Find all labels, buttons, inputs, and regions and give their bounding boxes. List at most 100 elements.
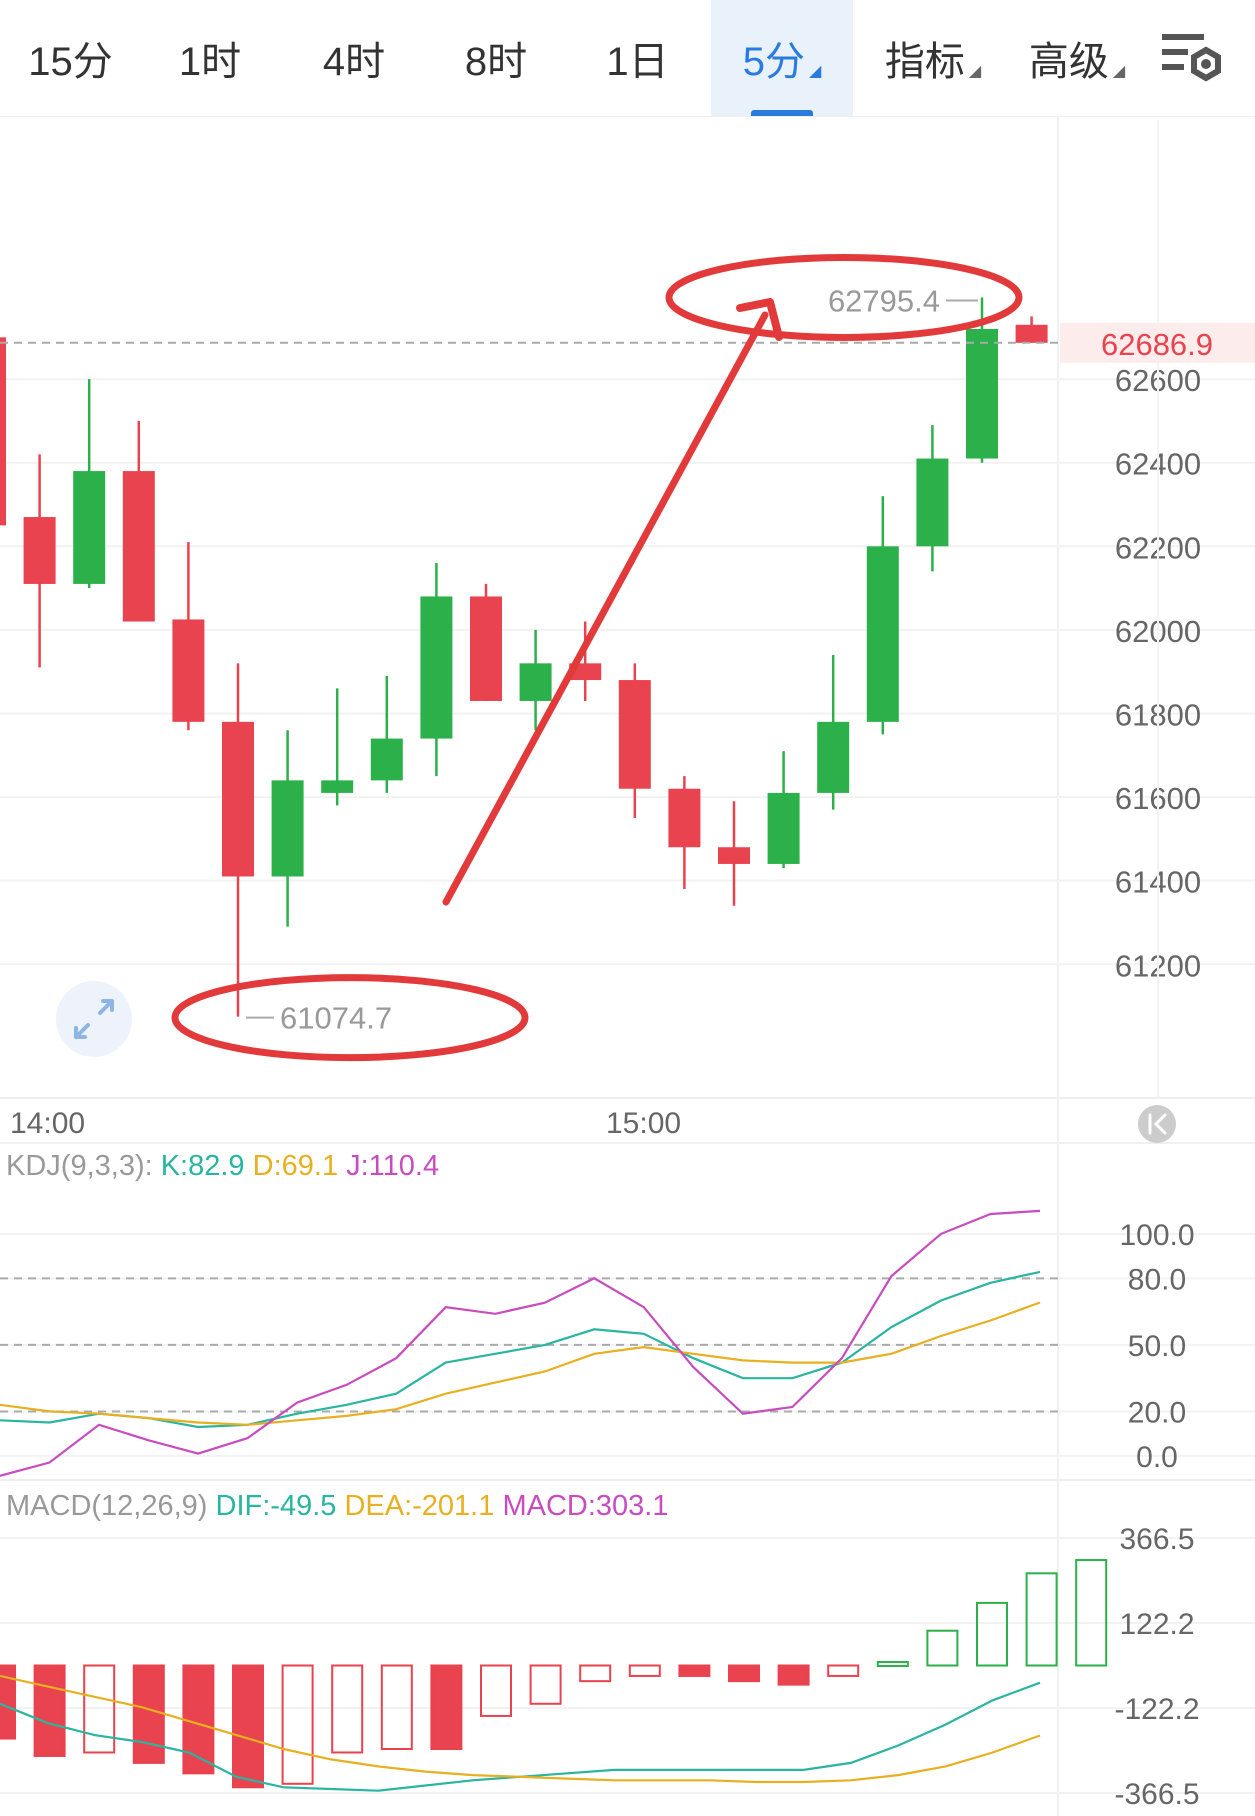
candle-body	[222, 721, 254, 877]
macd-tick-label: -122.2	[1114, 1693, 1199, 1726]
macd-legend: MACD(12,26,9) DIF:-49.5 DEA:-201.1 MACD:…	[6, 1490, 668, 1522]
tab-label: 1时	[178, 40, 242, 84]
time-label: 14:00	[10, 1107, 85, 1140]
tab-2[interactable]: 4时	[274, 0, 434, 116]
jump-icon-glyph	[1148, 1113, 1167, 1135]
timeframe-tab-bar: 15分 1时 4时 8时 1日 5分 ◢ 指标 ◢ 高级 ◢	[0, 0, 1255, 117]
macd-bar	[678, 1664, 711, 1677]
candle-body	[420, 596, 453, 739]
active-tab-indicator	[751, 110, 813, 116]
kdj-tick-label: 100.0	[1119, 1219, 1194, 1252]
candle-body	[122, 471, 155, 622]
tab-label: 1日	[606, 40, 669, 84]
kdj-line-d	[0, 1301, 1041, 1426]
candle-body	[0, 337, 6, 526]
tab-7[interactable]: 高级 ◢	[1006, 0, 1148, 116]
dropdown-triangle-icon: ◢	[808, 63, 822, 80]
annotation-circle-low	[171, 974, 529, 1062]
macd-bar	[430, 1664, 463, 1750]
macd-bar	[281, 1664, 314, 1785]
candle-body	[718, 847, 750, 864]
candle-body	[817, 721, 850, 793]
kdj-legend-item: K:82.9	[161, 1150, 253, 1182]
macd-bar	[777, 1664, 810, 1686]
macd-legend-item: DEA:-201.1	[344, 1490, 502, 1522]
macd-bar	[132, 1664, 165, 1764]
tab-label: 高级	[1028, 40, 1109, 84]
candle-body	[519, 663, 552, 701]
tab-label: 5分	[742, 40, 805, 84]
candle-body	[668, 788, 701, 848]
macd-legend-item: MACD(12,26,9)	[6, 1490, 216, 1522]
kdj-legend: KDJ(9,3,3): K:82.9 D:69.1 J:110.4	[6, 1150, 439, 1182]
candle-body	[73, 471, 106, 584]
time-label: 15:00	[606, 1107, 681, 1140]
kdj-tick-label: 50.0	[1128, 1330, 1186, 1363]
macd-bar	[876, 1661, 909, 1668]
macd-bar	[579, 1664, 612, 1683]
kdj-legend-item: KDJ(9,3,3):	[6, 1150, 161, 1182]
tab-label: 8时	[464, 40, 528, 84]
tab-label: 4时	[322, 40, 386, 84]
expand-icon-arrows	[74, 999, 114, 1039]
candle-body	[271, 780, 304, 877]
tab-label: 15分	[28, 40, 113, 84]
kdj-line-j	[0, 1209, 1041, 1477]
tab-3[interactable]: 8时	[416, 0, 576, 116]
candle-body	[767, 792, 800, 864]
tab-label: 指标	[884, 40, 965, 84]
annotation-arrow-head	[736, 298, 783, 341]
macd-bar	[232, 1664, 264, 1789]
candle-body	[470, 596, 502, 701]
candle-body	[23, 517, 56, 584]
candle-body	[618, 680, 651, 789]
expand-icon-bg	[56, 981, 132, 1057]
annotation-arrow-shaft	[442, 311, 769, 906]
candle-body	[966, 328, 998, 459]
expand-arrows-icon[interactable]	[56, 981, 132, 1057]
macd-bar	[380, 1664, 413, 1750]
tab-4[interactable]: 1日	[560, 0, 715, 116]
candle-body	[916, 458, 949, 547]
macd-bar	[827, 1664, 860, 1677]
kdj-tick-label: 0.0	[1136, 1441, 1178, 1474]
macd-bar	[83, 1664, 116, 1754]
macd-bar	[480, 1664, 512, 1717]
macd-bar	[0, 1664, 16, 1740]
candle-body	[172, 619, 205, 722]
current-price-label: 62686.9	[1101, 327, 1213, 362]
macd-bar	[1075, 1559, 1108, 1667]
kdj-tick-label: 20.0	[1128, 1396, 1186, 1429]
dropdown-triangle-icon: ◢	[1112, 63, 1126, 80]
macd-bar	[529, 1664, 562, 1705]
tab-1[interactable]: 1时	[130, 0, 290, 116]
macd-bar	[728, 1664, 760, 1683]
macd-bar	[33, 1664, 66, 1757]
macd-bar	[331, 1664, 364, 1754]
dropdown-triangle-icon: ◢	[968, 63, 982, 80]
macd-bar	[1025, 1572, 1058, 1667]
macd-legend-item: DIF:-49.5	[216, 1490, 345, 1522]
candle-body	[1015, 324, 1048, 343]
kdj-tick-label: 80.0	[1128, 1263, 1186, 1296]
kdj-legend-item: J:110.4	[346, 1150, 439, 1182]
macd-bar	[926, 1629, 959, 1667]
macd-bar	[182, 1664, 215, 1775]
chart-settings-icon-graphic	[1162, 34, 1221, 82]
tab-0[interactable]: 15分	[8, 0, 133, 116]
chart-settings-icon[interactable]	[1160, 30, 1224, 86]
annotation-circle-high	[665, 253, 1023, 341]
low-price-label: 61074.7	[280, 1001, 392, 1036]
current-price-tag	[1060, 322, 1255, 363]
macd-legend-item: MACD:303.1	[502, 1490, 668, 1522]
kdj-legend-item: D:69.1	[253, 1150, 347, 1182]
macd-dea-line	[0, 1674, 1041, 1784]
tab-5[interactable]: 5分 ◢	[711, 0, 853, 116]
jump-to-latest-icon[interactable]	[1138, 1105, 1176, 1143]
candle-body	[866, 546, 899, 722]
tab-6[interactable]: 指标 ◢	[862, 0, 1004, 116]
macd-tick-label: -366.5	[1114, 1778, 1199, 1811]
candle-body	[370, 738, 403, 781]
kdj-line-k	[0, 1270, 1041, 1429]
